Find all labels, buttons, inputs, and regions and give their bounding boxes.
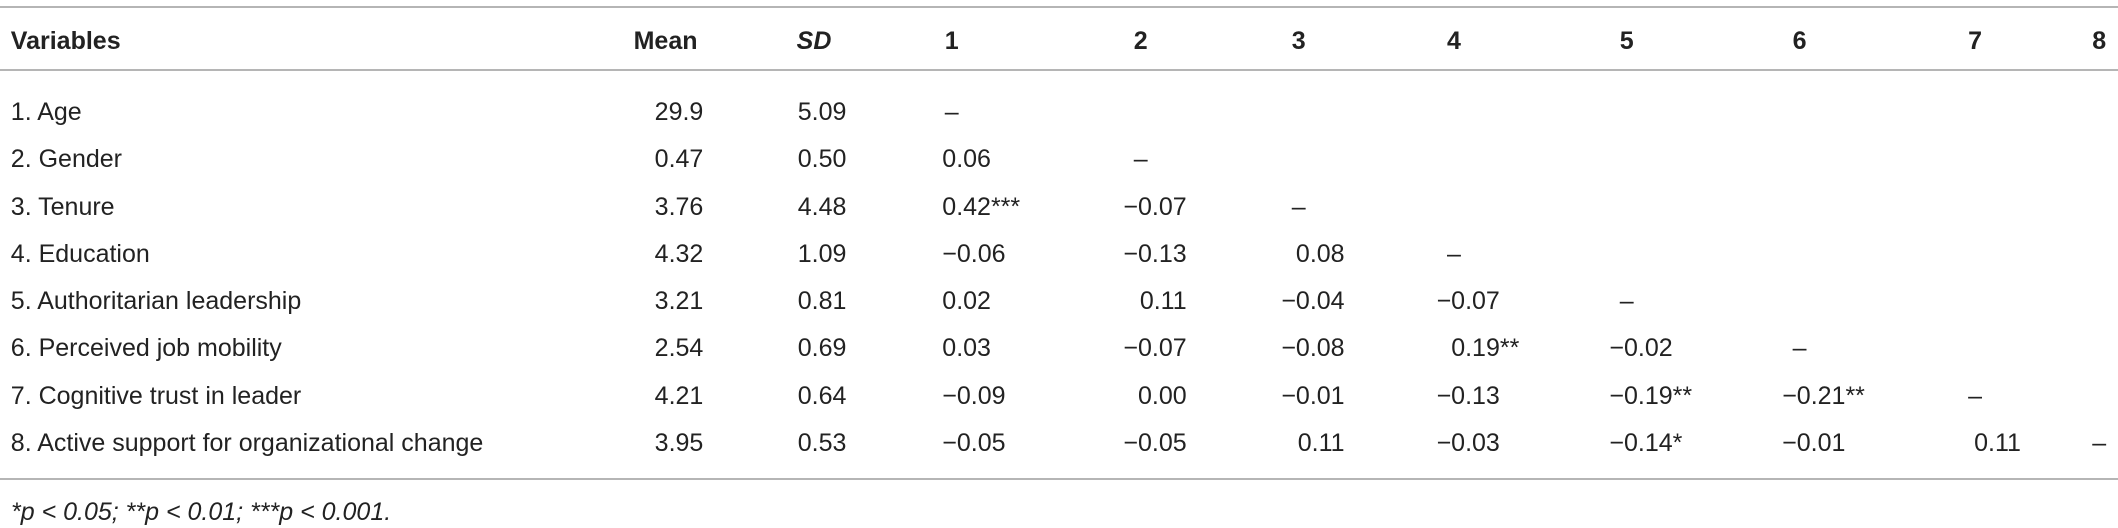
cell-value: 0.19** xyxy=(1451,334,1520,363)
cell-value: – xyxy=(1446,239,1461,268)
cell-value: 4.48 xyxy=(797,192,847,221)
cell-value: 0.02 xyxy=(942,287,991,316)
cell-value: 5.09 xyxy=(797,98,847,127)
cell-value: 0.03 xyxy=(942,334,991,363)
cell-value: −0.06 xyxy=(942,239,1006,268)
cell-value: −0.03 xyxy=(1436,428,1500,457)
cell-value: – xyxy=(1968,381,1982,410)
cell-value: 0.64 xyxy=(797,381,847,410)
bottom-rule xyxy=(0,478,2118,480)
variable-name: 7. Cognitive trust in leader xyxy=(10,381,302,410)
variable-name: 4. Education xyxy=(10,239,150,268)
cell-value: −0.02 xyxy=(1609,334,1673,363)
cell-value: −0.01 xyxy=(1281,381,1345,410)
column-header: 4 xyxy=(1446,26,1461,55)
variable-name: 3. Tenure xyxy=(10,192,115,221)
cell-value: −0.09 xyxy=(942,381,1006,410)
cell-value: – xyxy=(1133,145,1148,174)
cell-value: 1.09 xyxy=(797,239,847,268)
column-header: 5 xyxy=(1619,26,1634,55)
cell-value: 0.08 xyxy=(1295,239,1345,268)
cell-value: −0.14* xyxy=(1609,428,1683,457)
footnote: *p < 0.05; **p < 0.01; ***p < 0.001. xyxy=(11,498,392,526)
cell-value: – xyxy=(1792,334,1807,363)
cell-value: 0.81 xyxy=(797,287,847,316)
cell-value: −0.04 xyxy=(1281,287,1345,316)
column-header: Variables xyxy=(10,26,121,55)
cell-value: 4.32 xyxy=(654,239,704,268)
header-rule xyxy=(0,69,2118,71)
cell-value: 0.42*** xyxy=(942,192,1021,221)
cell-value: 0.11 xyxy=(1974,428,2021,457)
cell-value: −0.07 xyxy=(1436,287,1500,316)
cell-value: −0.13 xyxy=(1436,381,1500,410)
cell-value: 3.21 xyxy=(654,287,704,316)
cell-value: 4.21 xyxy=(654,381,704,410)
cell-value: 0.11 xyxy=(1139,287,1187,316)
column-header: Mean xyxy=(633,26,698,55)
cell-value: – xyxy=(1291,192,1306,221)
cell-value: 29.9 xyxy=(654,98,704,127)
variable-name: 2. Gender xyxy=(10,145,122,174)
cell-value: −0.13 xyxy=(1123,239,1187,268)
cell-value: 0.06 xyxy=(942,145,991,174)
column-header: 7 xyxy=(1968,26,1982,55)
cell-value: −0.07 xyxy=(1123,192,1187,221)
cell-value: 0.69 xyxy=(797,334,847,363)
cell-value: −0.07 xyxy=(1123,334,1187,363)
variable-name: 8. Active support for organizational cha… xyxy=(10,428,484,457)
variable-name: 5. Authoritarian leadership xyxy=(10,287,302,316)
cell-value: −0.21** xyxy=(1782,381,1865,410)
cell-value: −0.05 xyxy=(1123,428,1187,457)
variable-name: 1. Age xyxy=(10,98,82,127)
cell-value: −0.05 xyxy=(942,428,1006,457)
column-header: 6 xyxy=(1792,26,1807,55)
cell-value: – xyxy=(2092,428,2107,457)
cell-value: 0.11 xyxy=(1297,428,1345,457)
cell-value: −0.01 xyxy=(1782,428,1846,457)
cell-value: 3.76 xyxy=(654,192,704,221)
cell-value: −0.19** xyxy=(1609,381,1693,410)
cell-value: – xyxy=(1619,287,1634,316)
top-rule xyxy=(0,6,2118,8)
variable-name: 6. Perceived job mobility xyxy=(10,334,282,363)
cell-value: – xyxy=(944,98,959,127)
cell-value: −0.08 xyxy=(1281,334,1345,363)
column-header: 1 xyxy=(944,26,959,55)
cell-value: 0.00 xyxy=(1137,381,1187,410)
column-header: 8 xyxy=(2092,26,2107,55)
cell-value: 2.54 xyxy=(654,334,704,363)
cell-value: 0.53 xyxy=(797,428,847,457)
column-header: SD xyxy=(796,26,832,55)
cell-value: 3.95 xyxy=(654,428,704,457)
column-header: 3 xyxy=(1291,26,1306,55)
cell-value: 0.47 xyxy=(654,145,704,174)
column-header: 2 xyxy=(1133,26,1148,55)
cell-value: 0.50 xyxy=(797,145,847,174)
